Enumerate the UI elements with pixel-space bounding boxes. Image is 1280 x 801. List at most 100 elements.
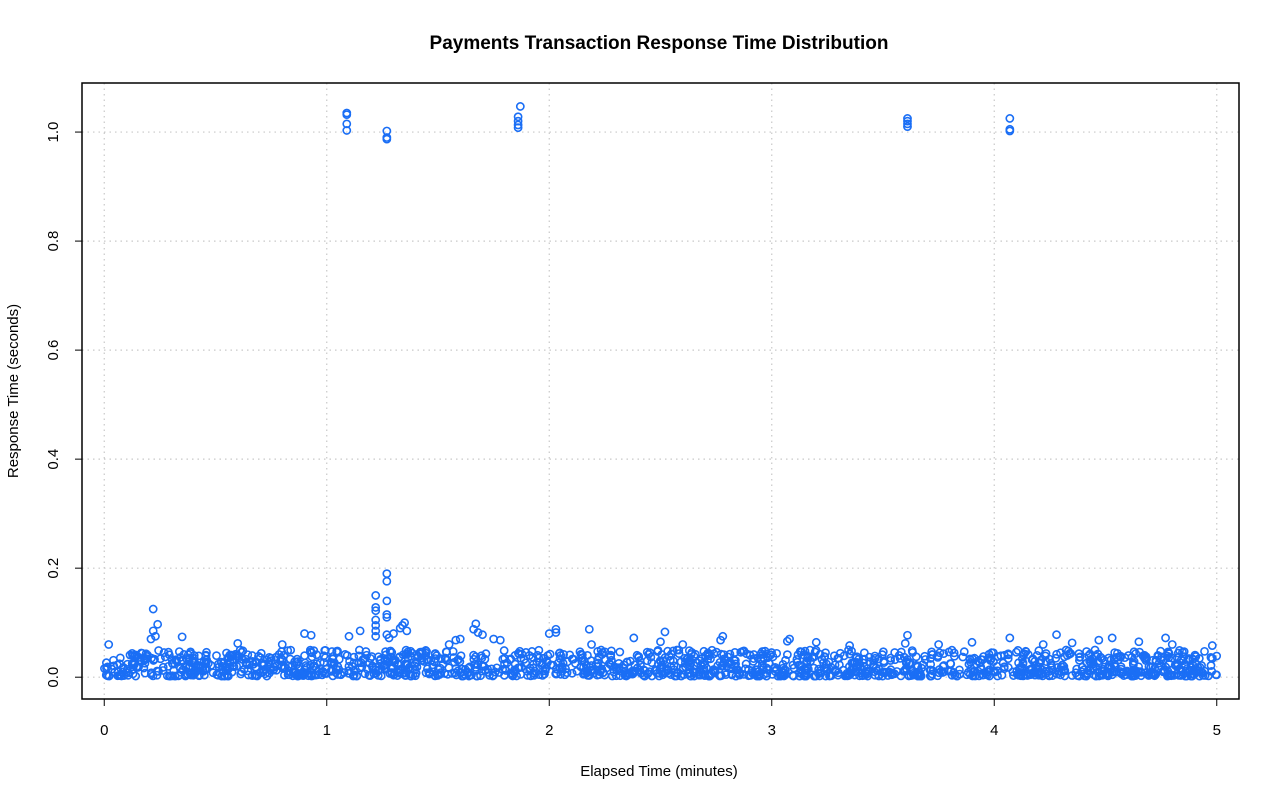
baseline-point — [607, 655, 616, 665]
x-axis-label: Elapsed Time (minutes) — [580, 763, 738, 780]
baseline-point — [118, 663, 128, 673]
x-tick-label-4: 4 — [990, 722, 998, 739]
baseline-point — [985, 671, 994, 681]
data-point-59 — [495, 635, 505, 645]
baseline-point — [815, 671, 825, 681]
baseline-point — [935, 648, 945, 658]
baseline-point — [1079, 665, 1089, 675]
baseline-point — [999, 662, 1009, 672]
baseline-point — [1163, 671, 1172, 681]
baseline-point — [311, 670, 321, 680]
baseline-point — [888, 669, 898, 679]
baseline-point — [632, 650, 642, 660]
baseline-point — [163, 661, 173, 671]
baseline-point — [894, 651, 904, 660]
baseline-point — [657, 663, 666, 673]
baseline-point — [860, 668, 870, 678]
baseline-point — [429, 667, 439, 677]
baseline-point — [1071, 668, 1081, 678]
data-point-49 — [371, 631, 381, 641]
baseline-point — [750, 670, 760, 679]
data-point-46 — [402, 626, 412, 636]
data-point-35 — [382, 596, 392, 606]
baseline-point — [684, 669, 694, 679]
baseline-point — [380, 656, 390, 666]
baseline-point — [154, 646, 164, 655]
baseline-point — [1011, 647, 1021, 657]
data-point-12 — [903, 114, 912, 123]
baseline-point — [247, 671, 257, 680]
baseline-point — [689, 651, 699, 661]
baseline-point — [655, 668, 664, 678]
baseline-point — [256, 648, 266, 658]
data-point-84 — [1107, 633, 1117, 643]
baseline-point — [1136, 668, 1146, 677]
data-point-23 — [146, 634, 156, 644]
data-point-76 — [900, 638, 910, 648]
data-point-65 — [629, 633, 639, 643]
data-point-88 — [1207, 641, 1217, 650]
data-point-20 — [153, 619, 163, 629]
baseline-point — [381, 665, 391, 674]
baseline-point — [167, 655, 177, 664]
baseline-point — [440, 669, 449, 678]
baseline-point — [585, 662, 594, 672]
baseline-point — [402, 660, 411, 669]
data-point-25 — [104, 640, 114, 649]
data-point-6 — [382, 134, 392, 144]
baseline-point — [721, 670, 731, 680]
baseline-point — [660, 653, 670, 662]
baseline-point — [666, 670, 676, 679]
baseline-point — [799, 671, 808, 680]
data-point-64 — [587, 640, 596, 649]
baseline-point — [1098, 670, 1107, 680]
baseline-point — [1004, 650, 1013, 660]
baseline-point — [1154, 651, 1163, 661]
baseline-point — [127, 648, 137, 658]
baseline-point — [376, 654, 385, 664]
baseline-point — [380, 660, 390, 669]
data-point-16 — [1005, 114, 1015, 123]
baseline-point — [970, 653, 979, 663]
baseline-point — [327, 659, 337, 668]
baseline-point — [225, 656, 235, 666]
baseline-point — [666, 662, 676, 671]
baseline-point — [555, 663, 565, 673]
baseline-point — [821, 663, 831, 672]
data-point-77 — [934, 640, 944, 649]
baseline-point — [1082, 647, 1091, 656]
baseline-point — [628, 666, 637, 676]
baseline-point — [554, 649, 564, 658]
baseline-point — [262, 655, 272, 665]
baseline-point — [997, 670, 1007, 680]
baseline-point — [322, 669, 331, 678]
baseline-point — [958, 652, 968, 662]
baseline-point — [902, 657, 911, 666]
baseline-point — [1128, 658, 1138, 668]
data-point-53 — [455, 634, 465, 644]
baseline-point — [741, 664, 750, 674]
baseline-point — [765, 658, 774, 668]
data-point-39 — [382, 612, 392, 622]
baseline-point — [510, 659, 520, 669]
baseline-point — [370, 665, 380, 675]
data-point-54 — [471, 619, 481, 629]
baseline-point — [1088, 664, 1098, 674]
baseline-point — [543, 658, 552, 667]
baseline-point — [381, 650, 391, 660]
baseline-point — [1156, 661, 1166, 671]
baseline-point — [222, 648, 231, 658]
baseline-point — [762, 671, 771, 681]
baseline-point — [716, 649, 726, 659]
data-point-86 — [1161, 633, 1170, 643]
data-point-36 — [371, 603, 381, 612]
data-point-48 — [389, 629, 398, 638]
baseline-point — [251, 670, 261, 680]
y-tick-label-1: 0.2 — [45, 558, 62, 579]
data-point-73 — [811, 637, 821, 647]
data-point-80 — [1038, 640, 1048, 649]
baseline-point — [640, 666, 650, 676]
baseline-point — [725, 649, 735, 659]
baseline-point — [1009, 671, 1018, 680]
baseline-point — [886, 653, 895, 663]
